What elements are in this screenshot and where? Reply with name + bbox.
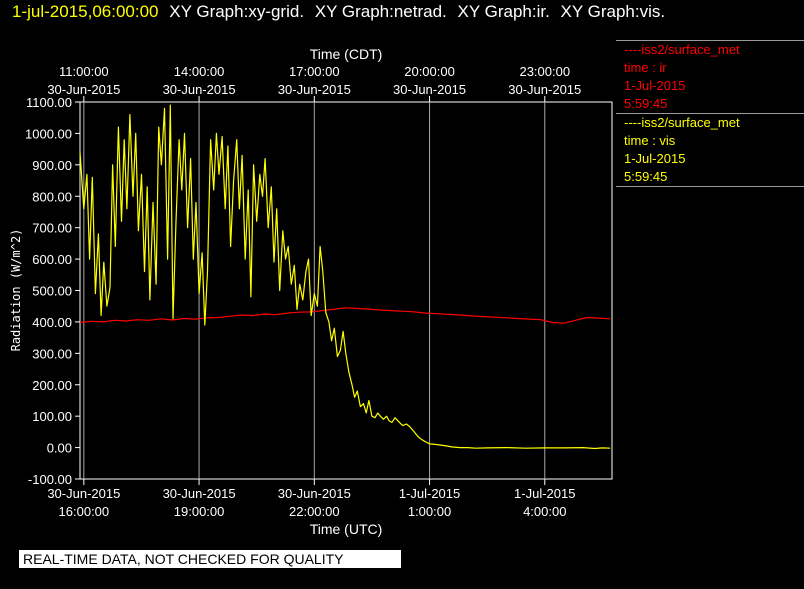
- y-tick-label: 800.00: [32, 189, 72, 204]
- header-title-netrad: XY Graph:netrad.: [314, 2, 447, 21]
- x2-tick-time: 23:00:00: [519, 64, 570, 79]
- y-tick-label: 100.00: [32, 409, 72, 424]
- legend-separator: [616, 113, 804, 114]
- x2-tick-time: 11:00:00: [59, 64, 109, 79]
- y-tick-label: -100.00: [28, 472, 72, 487]
- y-tick-label: 200.00: [32, 378, 72, 393]
- graph-header: 1-jul-2015,06:00:00 XY Graph:xy-grid. XY…: [12, 2, 665, 22]
- x2-tick-date: 30-Jun-2015: [47, 82, 120, 97]
- series-layer: [79, 104, 611, 450]
- y-tick-label: 0.00: [47, 441, 72, 456]
- y-tick-label: 500.00: [32, 284, 72, 299]
- y-tick-label: 400.00: [32, 315, 72, 330]
- x-tick-date: 1-Jul-2015: [399, 486, 460, 501]
- y-tick-label: 1000.00: [25, 126, 72, 141]
- series-line-ir: [79, 307, 611, 324]
- x2-tick-time: 14:00:00: [174, 64, 225, 79]
- plot-frame: [79, 101, 613, 480]
- y-tick-label: 700.00: [32, 221, 72, 236]
- y-tick-label: 1100.00: [26, 95, 72, 110]
- x2-tick-date: 30-Jun-2015: [163, 82, 236, 97]
- legend-separator: [616, 186, 804, 187]
- quality-disclaimer: REAL-TIME DATA, NOT CHECKED FOR QUALITY: [19, 550, 401, 568]
- x-tick-date: 30-Jun-2015: [47, 486, 120, 501]
- x-tick-time: 4:00:00: [523, 504, 566, 519]
- header-title-xy-grid: XY Graph:xy-grid.: [169, 2, 305, 21]
- series-line-vis: [79, 104, 611, 450]
- x-tick-date: 1-Jul-2015: [514, 486, 575, 501]
- y-tick-label: 300.00: [32, 346, 72, 361]
- x2-tick-date: 30-Jun-2015: [278, 82, 351, 97]
- legend-ir-variable: time : ir: [624, 60, 667, 75]
- x2-tick-time: 20:00:00: [404, 64, 455, 79]
- header-title-ir: XY Graph:ir.: [457, 2, 550, 21]
- header-title-vis: XY Graph:vis.: [560, 2, 666, 21]
- x-tick-date: 30-Jun-2015: [163, 486, 236, 501]
- legend-entry-ir: ----iss2/surface_met time : ir 1-Jul-201…: [616, 41, 804, 113]
- legend-vis-time: 5:59:45: [624, 169, 668, 184]
- y-tick-label: 600.00: [32, 252, 72, 267]
- legend-ir-time: 5:59:45: [624, 96, 668, 111]
- x2-tick-date: 30-Jun-2015: [393, 82, 466, 97]
- x2-tick-time: 17:00:00: [289, 64, 340, 79]
- x-tick-time: 22:00:00: [289, 504, 340, 519]
- y-axis-label: Radiation (W/m^2): [9, 229, 23, 352]
- legend-ir-date: 1-Jul-2015: [624, 78, 686, 93]
- x2-tick-date: 30-Jun-2015: [508, 82, 581, 97]
- x2-axis-label: Time (CDT): [310, 46, 383, 62]
- legend-vis-variable: time : vis: [624, 133, 676, 148]
- header-timestamp: 1-jul-2015,06:00:00: [12, 2, 159, 21]
- legend-separator: [616, 40, 804, 41]
- x-tick-time: 19:00:00: [174, 504, 225, 519]
- legend: ----iss2/surface_met time : ir 1-Jul-201…: [616, 40, 804, 187]
- x-tick-date: 30-Jun-2015: [278, 486, 351, 501]
- legend-vis-source: ----iss2/surface_met: [624, 115, 740, 130]
- legend-ir-source: ----iss2/surface_met: [624, 42, 740, 57]
- y-axis-ticks: 1100.00 1000.00 900.00 800.00 700.00 600.00 50…: [25, 95, 80, 487]
- y-tick-label: 900.00: [32, 158, 72, 173]
- legend-vis-date: 1-Jul-2015: [624, 151, 686, 166]
- x-tick-time: 1:00:00: [408, 504, 451, 519]
- legend-entry-vis: ----iss2/surface_met time : vis 1-Jul-20…: [616, 114, 804, 186]
- x-tick-time: 16:00:00: [59, 504, 110, 519]
- grid-lines: [83, 102, 546, 479]
- x-axis-label: Time (UTC): [310, 521, 383, 537]
- x-axis-ticks: 30-Jun-2015 16:00:00 30-Jun-2015 19:00:00 30…: [47, 64, 581, 519]
